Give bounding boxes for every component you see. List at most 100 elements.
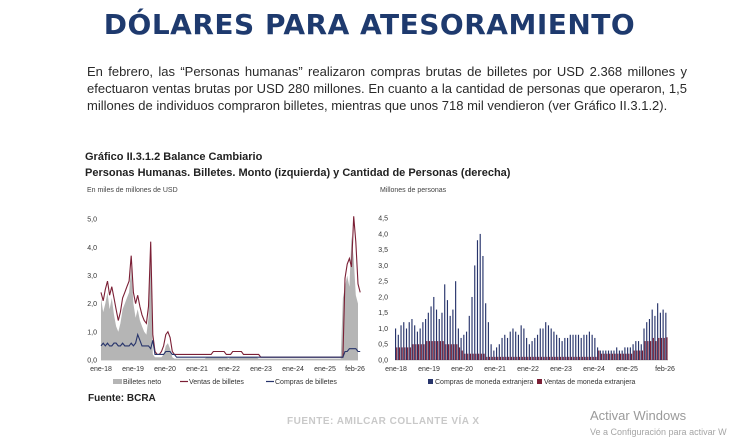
right-x-tick-label: ene-20 (451, 366, 473, 373)
ventas-bar (420, 344, 422, 360)
right-y-tick-label: 4,0 (378, 231, 388, 238)
legend-label-ventas-moneda: Ventas de moneda extranjera (544, 379, 636, 386)
compras-bar (635, 341, 637, 360)
compras-bar (564, 337, 566, 360)
compras-bar (618, 350, 621, 360)
ventas-bar (448, 344, 450, 360)
ventas-bar (494, 356, 496, 360)
ventas-bar (431, 341, 433, 360)
ventas-bar (516, 356, 518, 360)
ventas-bar (483, 353, 485, 360)
ventas-bar (404, 347, 406, 360)
ventas-bar (486, 356, 488, 360)
compras-bar (637, 341, 640, 360)
compras-bar (457, 328, 459, 360)
ventas-bar (614, 353, 616, 360)
ventas-bar (609, 353, 611, 360)
ventas-bar (666, 337, 668, 360)
ventas-bar (450, 344, 452, 360)
compras-bar (545, 322, 547, 360)
compras-bar (528, 344, 530, 360)
ventas-bar (579, 356, 581, 360)
ventas-bar (554, 356, 556, 360)
ventas-bar (478, 353, 480, 360)
left-y-tick-label: 5,0 (87, 217, 97, 224)
ventas-bar (598, 350, 600, 360)
ventas-bar (551, 356, 553, 360)
ventas-bar (505, 356, 507, 360)
ventas-bar (428, 341, 431, 360)
compras-bar (547, 325, 550, 360)
ventas-bar (472, 353, 474, 360)
compras-bar (569, 334, 571, 360)
ventas-bar (497, 356, 499, 360)
ventas-bar (491, 356, 493, 360)
right-y-tick-label: 0,5 (378, 342, 388, 349)
right-y-tick-label: 4,5 (378, 216, 388, 223)
compras-bar (433, 296, 435, 360)
legend-label-billetes-neto: Billetes neto (123, 379, 161, 386)
ventas-bar (592, 356, 594, 360)
compras-bar (419, 328, 421, 360)
compras-bar (435, 309, 438, 360)
compras-bar (597, 347, 599, 360)
chart-title: Gráfico II.3.1.2 Balance Cambiario (85, 151, 263, 163)
compras-bar (534, 337, 536, 360)
legend-label-ventas: Ventas de billetes (189, 379, 244, 386)
ventas-bar (660, 337, 663, 360)
compras-bar (566, 337, 569, 360)
compras-bar (523, 328, 525, 360)
right-x-tick-label: ene-22 (517, 366, 539, 373)
compras-bar (613, 350, 615, 360)
ventas-bar (412, 344, 414, 360)
compras-bar (665, 312, 667, 360)
ventas-bar (407, 347, 409, 360)
compras-bar (648, 319, 651, 360)
compras-bar (640, 344, 642, 360)
ventas-bar (606, 353, 608, 360)
ventas-bar (650, 341, 652, 360)
compras-bar (572, 334, 574, 360)
ventas-bar (461, 350, 463, 360)
left-y-tick-label: 1,0 (87, 329, 97, 336)
ventas-bar (628, 353, 630, 360)
compras-bar (591, 334, 593, 360)
compras-bar (621, 350, 623, 360)
compras-bar (616, 347, 618, 360)
ventas-bar (663, 337, 665, 360)
chart-subtitle: Personas Humanas. Billetes. Monto (izqui… (85, 167, 511, 179)
compras-bar (643, 328, 645, 360)
compras-bar (526, 337, 528, 360)
billetes-neto-area (101, 236, 358, 360)
legend-swatch-billetes-neto (113, 379, 122, 384)
compras-bar (425, 319, 427, 360)
ventas-bar (508, 356, 510, 360)
left-chart-unit-label: En miles de millones de USD (87, 187, 178, 194)
ventas-bar (620, 353, 622, 360)
ventas-bar (600, 353, 603, 360)
ventas-bar (480, 353, 482, 360)
compras-bar (400, 325, 402, 360)
ventas-bar (456, 344, 458, 360)
compras-bar (438, 319, 440, 360)
compras-bar (520, 325, 522, 360)
compras-bar (627, 347, 629, 360)
activation-watermark-subtitle: Ve a Configuración para activar W (590, 427, 727, 437)
ventas-bar (636, 350, 638, 360)
compras-bar (490, 344, 492, 360)
compras-bar (487, 322, 489, 360)
ventas-bar (417, 344, 420, 360)
ventas-bar (595, 356, 597, 360)
compras-bar (455, 281, 457, 360)
compras-bar (476, 240, 479, 360)
compras-bar (416, 331, 418, 360)
ventas-bar (445, 344, 447, 360)
ventas-bar (549, 356, 551, 360)
ventas-bar (434, 341, 436, 360)
compras-bar (493, 350, 495, 360)
left-x-tick-label: ene-25 (314, 366, 336, 373)
right-x-tick-label: ene-23 (550, 366, 572, 373)
ventas-bar (559, 356, 562, 360)
source-note: Fuente: BCRA (88, 393, 156, 404)
ventas-bar (426, 341, 428, 360)
